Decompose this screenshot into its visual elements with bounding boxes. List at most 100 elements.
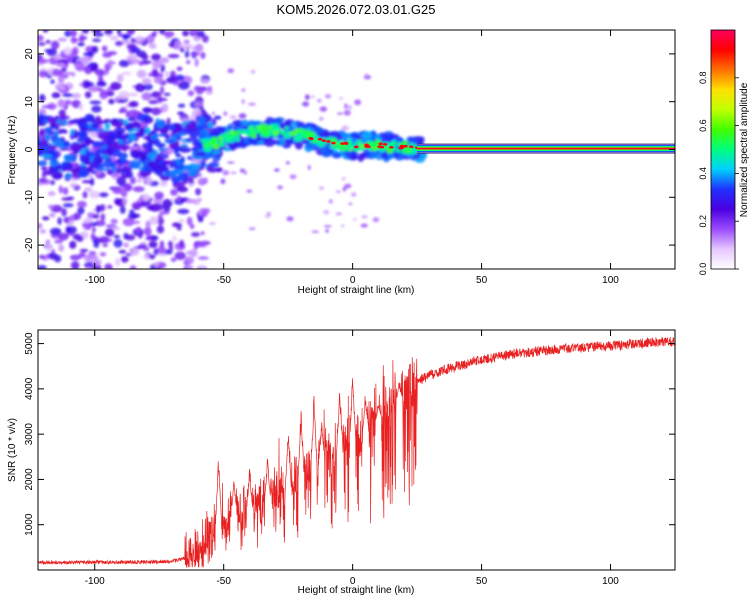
spectrogram-noise-blob bbox=[230, 171, 237, 175]
spectrogram-hot-spot bbox=[366, 145, 371, 148]
spectrogram-ridge-core bbox=[374, 139, 382, 144]
spectrogram-noise-blob bbox=[116, 176, 127, 185]
spectrogram-noise-blob bbox=[361, 215, 368, 219]
spectrogram-noise-blob bbox=[84, 265, 94, 269]
spectrogram-hot-spot bbox=[321, 139, 327, 142]
spectrogram-band-blob bbox=[167, 169, 177, 179]
spectrogram-band-blob bbox=[104, 135, 116, 142]
spectrogram-noise-blob bbox=[302, 101, 310, 107]
spectrogram-noise-blob bbox=[91, 213, 100, 219]
spectrogram-noise-blob bbox=[342, 187, 347, 192]
spectrogram-noise-blob bbox=[153, 203, 165, 211]
spectrogram-ridge-core bbox=[254, 125, 260, 129]
spectrogram-noise-blob bbox=[170, 257, 177, 263]
spectrogram-noise-blob bbox=[98, 192, 109, 198]
spectrogram-noise-blob bbox=[113, 239, 123, 248]
spectrogram-band-blob bbox=[104, 122, 111, 131]
spectrogram-noise-blob bbox=[141, 78, 152, 85]
spectrogram-noise-blob bbox=[186, 264, 194, 269]
spectrogram-noise-blob bbox=[63, 99, 73, 106]
snr-x-tick-label: 100 bbox=[602, 576, 619, 587]
spectrogram-noise-blob bbox=[93, 32, 104, 37]
spectrogram-noise-blob bbox=[90, 63, 95, 72]
spectrogram-noise-blob bbox=[344, 183, 352, 189]
spectrogram-noise-blob bbox=[372, 217, 380, 223]
spectrogram-steady-line bbox=[417, 147, 675, 150]
spectrogram-noise-blob bbox=[127, 30, 136, 34]
spectrogram-ridge-halo bbox=[240, 141, 247, 149]
spectrogram-ridge-core bbox=[257, 128, 266, 134]
spectrogram-hot-spot bbox=[403, 144, 408, 148]
spectrogram-noise-blob bbox=[97, 74, 104, 82]
spectrogram-band-blob bbox=[155, 118, 160, 123]
spectrogram-noise-blob bbox=[152, 30, 158, 35]
snr-frame bbox=[37, 329, 676, 571]
spectrogram-hot-spot bbox=[409, 145, 414, 149]
spectrogram-noise-blob bbox=[38, 42, 46, 46]
spectrogram-band-blob bbox=[190, 166, 200, 171]
spectrogram-ridge-core bbox=[229, 130, 236, 135]
spectrogram-ridge-core bbox=[285, 134, 292, 139]
spectrogram-ridge-halo bbox=[227, 123, 234, 130]
spectrogram-noise-blob bbox=[188, 30, 200, 33]
spectrogram-band-blob bbox=[170, 135, 177, 140]
spectrogram-band-blob bbox=[200, 160, 207, 168]
spectrogram-noise-blob bbox=[131, 201, 143, 209]
spectrogram-noise-blob bbox=[52, 68, 61, 77]
spectrogram-noise-blob bbox=[112, 186, 124, 195]
spectrogram-noise-blob bbox=[181, 43, 193, 49]
spectrogram-ridge-halo bbox=[294, 140, 303, 150]
snr-x-axis-label: Height of straight line (km) bbox=[298, 585, 415, 596]
spectrogram-band-blob bbox=[98, 128, 106, 133]
spectrogram-noise-blob bbox=[57, 37, 68, 42]
spectrogram-noise-blob bbox=[91, 258, 102, 267]
spectrogram-noise-blob bbox=[58, 109, 66, 118]
spectrogram-noise-blob bbox=[336, 190, 341, 193]
spectrogram-band-blob bbox=[63, 154, 73, 161]
spectrogram-band-blob bbox=[160, 127, 169, 135]
spectrogram-noise-blob bbox=[311, 230, 320, 233]
spectrogram-y-axis-label: Frequency (Hz) bbox=[7, 116, 18, 185]
spectrogram-noise-blob bbox=[39, 58, 49, 64]
spectrogram-noise-blob bbox=[136, 69, 147, 79]
spectrogram-noise-blob bbox=[70, 261, 80, 269]
spectrogram-noise-blob bbox=[206, 85, 213, 92]
spectrogram-band-blob bbox=[150, 134, 159, 141]
spectrogram-noise-blob bbox=[119, 206, 126, 214]
spectrogram-noise-blob bbox=[38, 34, 44, 42]
spectrogram-noise-blob bbox=[307, 164, 311, 170]
spectrogram-noise-blob bbox=[91, 226, 96, 233]
spectrogram-noise-blob bbox=[61, 207, 68, 217]
spectrogram-noise-blob bbox=[246, 189, 253, 193]
spectrogram-noise-blob bbox=[265, 213, 269, 219]
spectrogram-noise-blob bbox=[47, 191, 56, 197]
spectrogram-ridge-core bbox=[217, 136, 224, 140]
spectrogram-band-blob bbox=[44, 133, 52, 141]
spectrogram-band-blob bbox=[87, 122, 93, 130]
spectrogram-band-blob bbox=[110, 118, 120, 127]
spectrogram-ridge-core bbox=[284, 126, 289, 130]
spectrogram-noise-blob bbox=[118, 249, 127, 254]
spectrogram-band-blob bbox=[133, 152, 140, 160]
spectrogram-x-tick-label: 50 bbox=[476, 275, 488, 286]
spectrogram-noise-blob bbox=[91, 45, 99, 54]
spectrogram-noise-blob bbox=[197, 256, 210, 260]
spectrogram-noise-blob bbox=[69, 49, 78, 58]
spectrogram-noise-blob bbox=[44, 49, 52, 53]
spectrogram-noise-blob bbox=[38, 223, 43, 229]
spectrogram-x-tick-label: -50 bbox=[216, 275, 231, 286]
spectrogram-band-blob bbox=[127, 116, 136, 122]
spectrogram-noise-blob bbox=[141, 193, 151, 202]
spectrogram-noise-blob bbox=[142, 107, 154, 113]
spectrogram-band-blob bbox=[174, 168, 185, 175]
spectrogram-ridge-core bbox=[329, 145, 337, 150]
spectrogram-noise-blob bbox=[226, 161, 235, 164]
spectrogram-noise-blob bbox=[153, 261, 160, 268]
spectrogram-noise-blob bbox=[148, 100, 159, 105]
spectrogram-noise-blob bbox=[129, 247, 140, 256]
colorbar: 0.0 0.2 0.4 0.6 0.8 Normalized spectral ampl… bbox=[698, 29, 750, 275]
spectrogram-band-blob bbox=[95, 148, 103, 156]
colorbar-tick-label: 0.4 bbox=[698, 167, 708, 180]
spectrogram-noise-blob bbox=[96, 81, 107, 87]
